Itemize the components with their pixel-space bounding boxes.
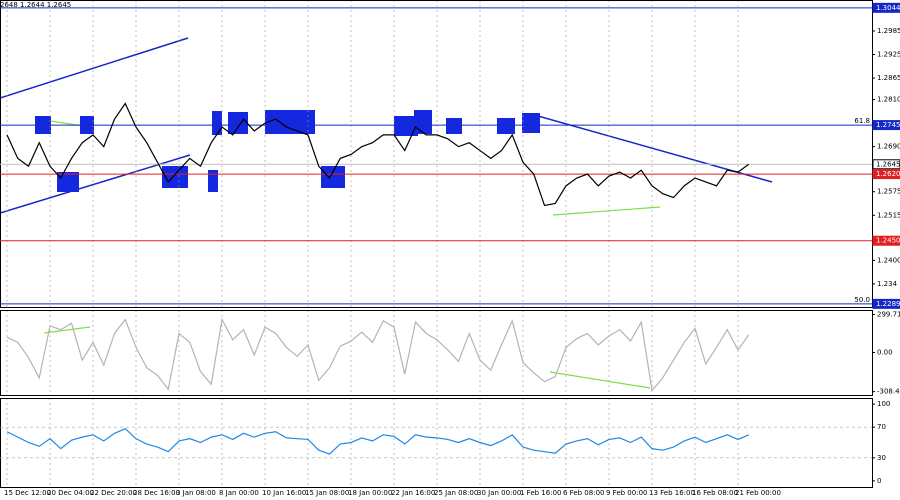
x-tick-label: 13 Feb 16:00	[649, 489, 695, 497]
level-label-box	[872, 235, 900, 246]
level-label-box	[872, 159, 900, 170]
x-tick-label: 3 Jan 08:00	[176, 489, 216, 497]
y-tick-label: 0.00	[877, 349, 893, 357]
y-tick-label: 1.2690	[877, 143, 900, 151]
y-tick-label: -308.465	[877, 388, 900, 396]
x-tick-label: 18 Jan 00:00	[348, 489, 392, 497]
annotations	[0, 37, 773, 389]
level-note: 50.0	[854, 296, 870, 304]
y-tick-label: 1.2810	[877, 96, 900, 104]
x-tick-label: 21 Feb 00:00	[735, 489, 781, 497]
x-tick-label: 30 Jan 00:00	[477, 489, 521, 497]
series-line	[6, 317, 750, 392]
header-text: 2648 1.2644 1.2645	[0, 1, 71, 9]
level-label-box	[872, 169, 900, 180]
y-tick-label: 70	[877, 423, 886, 431]
y-tick-label: 0	[877, 477, 881, 485]
level-label: 1.3044	[876, 4, 900, 12]
y-tick-label: 1.2865	[877, 74, 900, 82]
panel-frame	[0, 398, 873, 488]
level-label: 1.2745	[876, 121, 900, 129]
x-tick-label: 20 Dec 04:00	[47, 489, 94, 497]
y-tick-label: 30	[877, 454, 886, 462]
level-label: 1.2645	[876, 160, 900, 168]
level-label-box	[872, 120, 900, 131]
series-line	[6, 427, 749, 455]
y-tick-label: 1.2400	[877, 256, 900, 264]
x-tick-label: 28 Dec 16:00	[133, 489, 180, 497]
x-tick-label: 1 Feb 16:00	[520, 489, 561, 497]
level-label: 1.2450	[876, 237, 900, 245]
series-line	[6, 102, 750, 207]
y-tick-label: 1.2985	[877, 27, 900, 35]
x-tick-label: 22 Dec 20:00	[90, 489, 137, 497]
level-label-box	[872, 2, 900, 13]
y-tick-label: 299.7167	[877, 310, 900, 318]
panel-frame	[0, 0, 873, 308]
y-tick-label: 1.2515	[877, 211, 900, 219]
x-tick-label: 9 Feb 00:00	[606, 489, 647, 497]
divergence	[552, 206, 661, 216]
x-tick-label: 8 Jan 00:00	[219, 489, 259, 497]
x-tick-label: 25 Jan 08:00	[434, 489, 478, 497]
x-tick-label: 22 Jan 16:00	[391, 489, 435, 497]
y-tick-label: 100	[877, 400, 890, 408]
y-tick-label: 1.2575	[877, 188, 900, 196]
divergence	[43, 326, 91, 334]
x-tick-label: 15 Dec 12:00	[4, 489, 51, 497]
divergence	[549, 371, 651, 389]
channel-upper	[0, 37, 189, 99]
x-tick-label: 15 Jan 08:00	[305, 489, 349, 497]
x-tick-label: 10 Jan 16:00	[262, 489, 306, 497]
x-tick-label: 16 Feb 08:00	[692, 489, 738, 497]
level-note: 61.8	[854, 117, 870, 125]
level-label: 1.2289	[876, 300, 900, 308]
fractals	[35, 110, 540, 192]
level-label: 1.2620	[876, 170, 900, 178]
level-label-box	[872, 298, 900, 309]
x-tick-label: 6 Feb 08:00	[563, 489, 604, 497]
y-tick-label: 1.2925	[877, 50, 900, 58]
y-tick-label: 1.234	[877, 280, 898, 288]
